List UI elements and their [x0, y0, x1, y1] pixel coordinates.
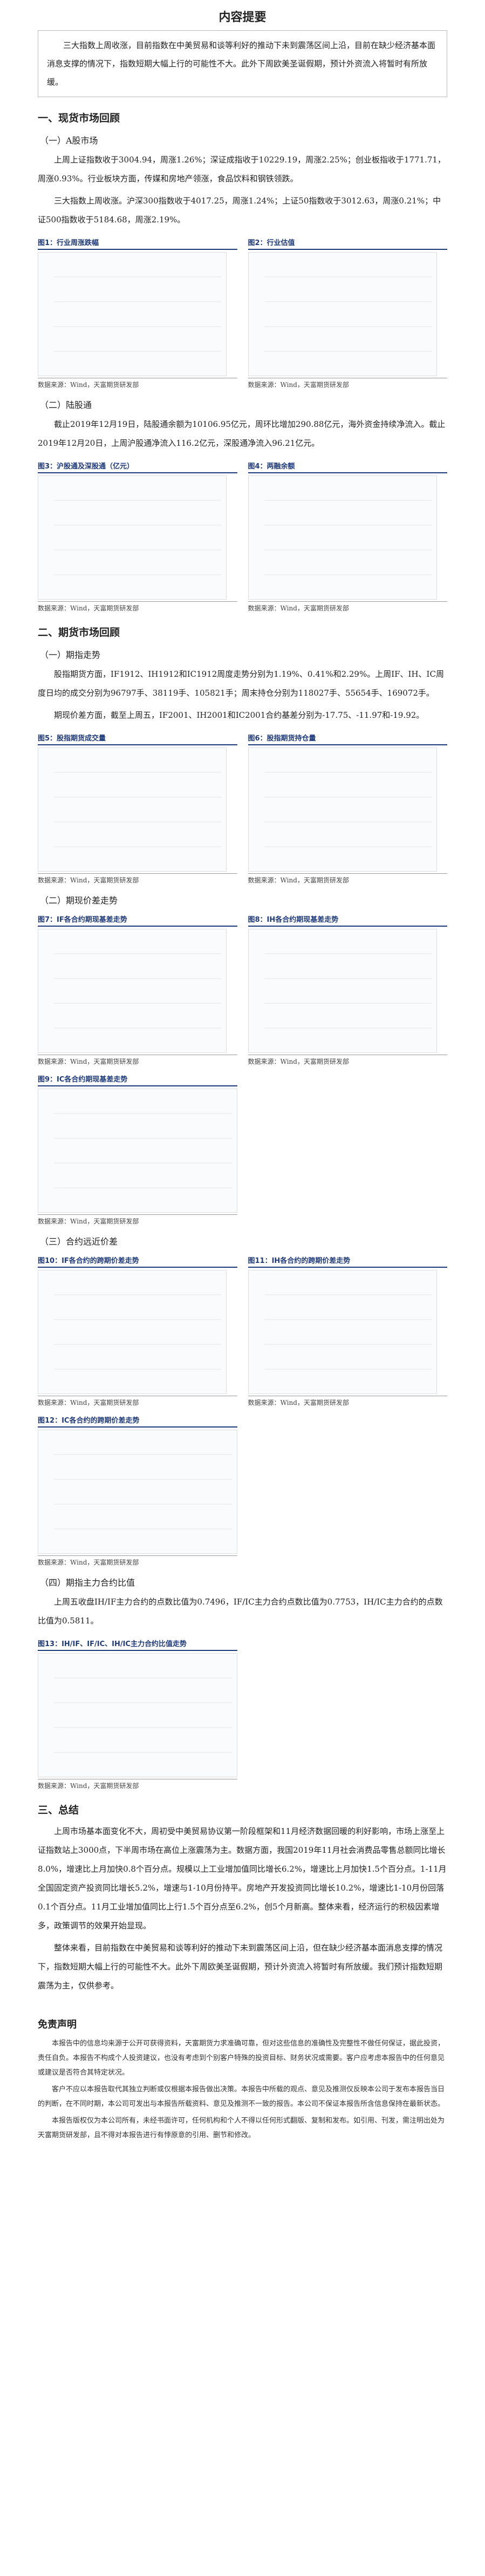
figure: 图7：IF各合约期现基差走势 数据来源：Wind，天富期货研发部: [38, 914, 237, 1066]
figure-source: 数据来源：Wind，天富期货研发部: [38, 1055, 237, 1066]
figure-row: 图10：IF各合约的跨期价差走势 数据来源：Wind，天富期货研发部 图11：IH各…: [38, 1255, 447, 1407]
disclaimer-paragraph: 本报告版权仅为本公司所有，未经书面许可，任何机构和个人不得以任何形式翻版、复制和…: [38, 2117, 445, 2139]
figure-source: 数据来源：Wind，天富期货研发部: [38, 378, 237, 389]
chart-image: [38, 475, 227, 600]
figure: 图1：行业周涨跌幅 数据来源：Wind，天富期货研发部: [38, 237, 237, 389]
chart-frame: [38, 1430, 237, 1554]
figure-source: 数据来源：Wind，天富期货研发部: [248, 601, 447, 613]
figure: 图2：行业估值 数据来源：Wind，天富期货研发部: [248, 237, 447, 389]
paragraph: 上周市场基本面变化不大，周初受中美贸易协议第一阶段框架和11月经济数据回暖的利好…: [38, 1826, 447, 1931]
paragraph: 期现价差方面，截至上周五，IF2001、IH2001和IC2001合约基差分别为…: [54, 710, 425, 720]
figure: 图8：IH各合约期现基差走势 数据来源：Wind，天富期货研发部: [248, 914, 447, 1066]
figure-source: 数据来源：Wind，天富期货研发部: [38, 1396, 237, 1407]
chart-image: [248, 747, 437, 872]
figure-source: 数据来源：Wind，天富期货研发部: [38, 873, 237, 885]
figure-title: 图13：IH/IF、IF/IC、IH/IC主力合约比值走势: [38, 1638, 237, 1651]
figure-title: 图3：沪股通及深股通（亿元）: [38, 460, 237, 473]
figure-source: 数据来源：Wind，天富期货研发部: [248, 378, 447, 389]
paragraph: 上周上证指数收于3004.94，周涨1.26%；深证成指收于10229.19，周…: [38, 155, 446, 183]
chart-frame: [38, 252, 227, 376]
figure-title: 图11：IH各合约的跨期价差走势: [248, 1255, 447, 1268]
figure-row: 图3：沪股通及深股通（亿元） 数据来源：Wind，天富期货研发部 图4：两融余额 数据…: [38, 460, 447, 613]
subsection-heading: （四）期指主力合约比值: [40, 1578, 135, 1588]
figure-row: 图9：IC各合约期现基差走势 数据来源：Wind，天富期货研发部: [38, 1073, 447, 1226]
figure-source: 数据来源：Wind，天富期货研发部: [38, 601, 237, 613]
section-heading: 一、现货市场回顾: [38, 112, 120, 124]
figure-title: 图6：股指期货持仓量: [248, 732, 447, 745]
figure-title: 图4：两融余额: [248, 460, 447, 473]
figure: 图13：IH/IF、IF/IC、IH/IC主力合约比值走势 数据来源：Wind，天…: [38, 1638, 237, 1790]
figure: 图9：IC各合约期现基差走势 数据来源：Wind，天富期货研发部: [38, 1073, 237, 1226]
figure-source: 数据来源：Wind，天富期货研发部: [248, 1055, 447, 1066]
figure: 图4：两融余额 数据来源：Wind，天富期货研发部: [248, 460, 447, 613]
content: 一、现货市场回顾 （一）A股市场上周上证指数收于3004.94，周涨1.26%；深…: [38, 110, 447, 1995]
summary: 三大指数上周收涨，目前指数在中美贸易和谈等利好的推动下未到震荡区间上沿，目前在缺…: [38, 30, 447, 97]
chart-frame: [248, 252, 437, 376]
paragraph: 三大指数上周收涨。沪深300指数收于4017.25，周涨1.24%；上证50指数…: [38, 196, 441, 225]
figure-row: 图5：股指期货成交量 数据来源：Wind，天富期货研发部 图6：股指期货持仓量 数据来…: [38, 732, 447, 885]
report-title: 内容提要: [218, 11, 267, 24]
chart-image: [248, 475, 437, 600]
figure: 图11：IH各合约的跨期价差走势 数据来源：Wind，天富期货研发部: [248, 1255, 447, 1407]
chart-image: [38, 929, 227, 1053]
chart-image: [38, 1653, 237, 1777]
chart-image: [38, 1270, 227, 1394]
figure-title: 图1：行业周涨跌幅: [38, 237, 237, 250]
chart-frame: [248, 747, 437, 872]
disclaimer-paragraph: 客户不应以本报告取代其独立判断或仅根据本报告做出决策。本报告中所载的观点、意见及…: [38, 2085, 445, 2108]
subsection-heading: （一）期指走势: [40, 650, 101, 660]
subsection-heading: （二）期现价差走势: [40, 895, 118, 906]
figure-title: 图8：IH各合约期现基差走势: [248, 914, 447, 927]
figure-source: 数据来源：Wind，天富期货研发部: [38, 1555, 237, 1567]
figure-source: 数据来源：Wind，天富期货研发部: [38, 1214, 237, 1226]
figure-title: 图9：IC各合约期现基差走势: [38, 1073, 237, 1086]
chart-frame: [38, 475, 227, 600]
figure-title: 图10：IF各合约的跨期价差走势: [38, 1255, 237, 1268]
figure-row: 图1：行业周涨跌幅 数据来源：Wind，天富期货研发部 图2：行业估值 数据来源：Wi…: [38, 237, 447, 389]
disclaimer-paragraph: 本报告中的信息均来源于公开可获得资料，天富期货力求准确可靠，但对这些信息的准确性…: [38, 2040, 445, 2077]
figure-source: 数据来源：Wind，天富期货研发部: [248, 873, 447, 885]
chart-frame: [248, 929, 437, 1053]
chart-image: [248, 1270, 437, 1394]
paragraph: 股指期货方面，IF1912、IH1912和IC1912周度走势分别为1.19%、…: [38, 669, 444, 698]
disclaimer-title: 免责声明: [38, 2019, 77, 2030]
figure: 图10：IF各合约的跨期价差走势 数据来源：Wind，天富期货研发部: [38, 1255, 237, 1407]
figure: 图5：股指期货成交量 数据来源：Wind，天富期货研发部: [38, 732, 237, 885]
figure-row: 图12：IC各合约的跨期价差走势 数据来源：Wind，天富期货研发部: [38, 1415, 447, 1567]
chart-frame: [248, 475, 437, 600]
chart-frame: [38, 1270, 227, 1394]
subsection-heading: （一）A股市场: [40, 135, 98, 146]
chart-image: [38, 252, 227, 376]
figure-row: 图13：IH/IF、IF/IC、IH/IC主力合约比值走势 数据来源：Wind，天…: [38, 1638, 447, 1790]
chart-image: [38, 1089, 237, 1213]
subsection-heading: （三）合约远近价差: [40, 1236, 118, 1247]
paragraph: 整体来看，目前指数在中美贸易和谈等利好的推动下未到震荡区间上沿，但在缺少经济基本…: [38, 1943, 443, 1990]
figure-title: 图2：行业估值: [248, 237, 447, 250]
figure: 图6：股指期货持仓量 数据来源：Wind，天富期货研发部: [248, 732, 447, 885]
chart-image: [38, 747, 227, 872]
chart-frame: [38, 1653, 237, 1777]
figure-row: 图7：IF各合约期现基差走势 数据来源：Wind，天富期货研发部 图8：IH各合约期…: [38, 914, 447, 1066]
chart-image: [248, 929, 437, 1053]
subsection-heading: （二）陆股通: [40, 400, 92, 410]
section-heading: 三、总结: [38, 1804, 79, 1816]
chart-image: [248, 252, 437, 376]
disclaimer: 本报告中的信息均来源于公开可获得资料，天富期货力求准确可靠，但对这些信息的准确性…: [38, 2036, 447, 2143]
figure: 图12：IC各合约的跨期价差走势 数据来源：Wind，天富期货研发部: [38, 1415, 237, 1567]
figure-title: 图12：IC各合约的跨期价差走势: [38, 1415, 237, 1428]
figure: 图3：沪股通及深股通（亿元） 数据来源：Wind，天富期货研发部: [38, 460, 237, 613]
chart-frame: [38, 929, 227, 1053]
chart-frame: [38, 747, 227, 872]
paragraph: 截止2019年12月19日，陆股通余额为10106.95亿元，周环比增加290.…: [38, 419, 446, 448]
figure-source: 数据来源：Wind，天富期货研发部: [248, 1396, 447, 1407]
figure-title: 图5：股指期货成交量: [38, 732, 237, 745]
paragraph: 上周五收盘IH/IF主力合约的点数比值为0.7496，IF/IC主力合约点数比值…: [38, 1597, 443, 1626]
figure-source: 数据来源：Wind，天富期货研发部: [38, 1779, 237, 1790]
chart-frame: [248, 1270, 437, 1394]
section-heading: 二、期货市场回顾: [38, 627, 120, 638]
figure-title: 图7：IF各合约期现基差走势: [38, 914, 237, 927]
chart-frame: [38, 1089, 237, 1213]
chart-image: [38, 1430, 237, 1554]
